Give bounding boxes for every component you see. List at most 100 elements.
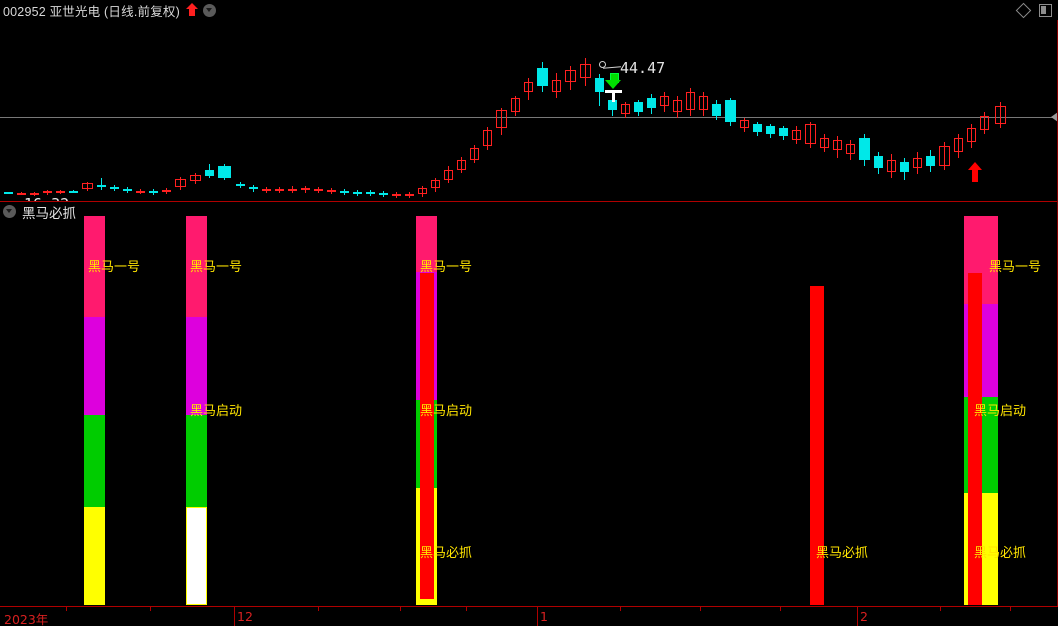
candle-body xyxy=(275,189,284,191)
annotation-tee-marker xyxy=(605,90,622,102)
signal-bar-5-red-overlay xyxy=(968,273,982,605)
candle-body xyxy=(673,100,682,112)
x-axis: 2023年 12 1 2 xyxy=(0,606,1058,626)
signal-segment-rose xyxy=(84,216,105,317)
right-border xyxy=(1056,20,1058,606)
buy-up-arrow-icon xyxy=(968,162,982,182)
page-title: 002952 亚世光电 (日线.前复权) xyxy=(3,4,180,19)
candle-body xyxy=(580,64,591,78)
candle-body xyxy=(565,70,576,82)
price-chart-pane[interactable]: 16.32 44.47 预跌榜涨 xyxy=(0,20,1058,202)
candle-body xyxy=(846,144,855,154)
sell-down-arrow-icon xyxy=(605,73,621,89)
x-axis-tick xyxy=(1010,607,1011,611)
x-axis-line xyxy=(0,606,1058,608)
signal-segment-white xyxy=(186,507,207,605)
candle-body xyxy=(218,166,231,178)
candle-wick xyxy=(744,118,745,132)
candle-body xyxy=(967,128,976,142)
candle-body xyxy=(136,191,145,193)
candle-body xyxy=(97,185,106,187)
candle-body xyxy=(483,130,492,146)
signal-label: 黑马一号 xyxy=(420,260,473,275)
candle-wick xyxy=(461,157,462,173)
candle-body xyxy=(405,194,414,196)
candle-body xyxy=(740,120,749,128)
candle-body xyxy=(4,192,13,194)
candle-body xyxy=(470,148,479,160)
candle-body xyxy=(418,188,427,194)
candle-body xyxy=(995,106,1006,124)
candle-wick xyxy=(664,92,665,112)
candle-wick xyxy=(570,66,571,90)
signal-label: 黑马一号 xyxy=(989,260,1042,275)
candle-wick xyxy=(944,142,945,170)
signal-label: 黑马启动 xyxy=(974,404,1027,419)
candle-body xyxy=(301,188,310,190)
price-cursor-marker xyxy=(1051,112,1058,122)
candle-body xyxy=(205,170,214,176)
candle-body xyxy=(524,82,533,92)
signal-label: 黑马必抓 xyxy=(974,546,1027,561)
candle-body xyxy=(82,183,93,189)
candle-body xyxy=(175,179,186,187)
price-gridline xyxy=(0,117,1058,118)
signal-segment-yellow xyxy=(84,507,105,605)
candle-body xyxy=(314,189,323,191)
signal-bar-4-red-overlay xyxy=(810,286,824,605)
candle-body xyxy=(686,92,695,110)
candle-body xyxy=(431,180,440,188)
panel-icon[interactable] xyxy=(1039,3,1052,17)
x-axis-label: 12 xyxy=(237,609,253,624)
x-axis-label: 1 xyxy=(540,609,548,624)
candle-body xyxy=(712,104,721,116)
candle-body xyxy=(660,96,669,106)
chevron-down-icon[interactable] xyxy=(3,205,16,218)
candle-body xyxy=(887,160,896,172)
signal-label: 黑马启动 xyxy=(190,404,243,419)
candle-wick xyxy=(837,136,838,158)
x-axis-separator xyxy=(857,607,858,626)
candle-wick xyxy=(435,178,436,192)
candle-body xyxy=(340,191,349,193)
candle-wick xyxy=(1000,102,1001,128)
titlebar: 002952 亚世光电 (日线.前复权) xyxy=(0,0,1058,20)
diamond-icon[interactable] xyxy=(1015,2,1032,18)
x-axis-tick xyxy=(318,607,319,611)
candle-body xyxy=(288,189,297,191)
candle-wick xyxy=(677,96,678,118)
candle-body xyxy=(537,68,548,86)
candle-body xyxy=(110,187,119,189)
candle-wick xyxy=(448,166,449,183)
indicator-pane[interactable]: 黑马必抓 黑马一号 黑马一号 黑马启动 黑马一号 黑马启动 黑马必抓 黑马必抓 黑马一号 黑马启… xyxy=(0,202,1058,606)
candle-body xyxy=(123,189,132,191)
candle-body xyxy=(954,138,963,152)
candle-body xyxy=(30,193,39,195)
annotation-hook-icon xyxy=(599,61,621,71)
candle-body xyxy=(913,158,922,168)
x-axis-tick xyxy=(940,607,941,611)
pane-divider xyxy=(0,200,1058,202)
candle-wick xyxy=(824,134,825,152)
candle-wick xyxy=(101,178,102,190)
candle-body xyxy=(980,116,989,130)
candle-wick xyxy=(556,73,557,98)
candle-body xyxy=(43,191,52,193)
candle-wick xyxy=(796,126,797,144)
candle-body xyxy=(608,100,617,110)
candle-wick xyxy=(690,88,691,116)
signal-label: 黑马启动 xyxy=(420,404,473,419)
price-label-left: 16.32 xyxy=(24,195,69,202)
signal-label: 黑马一号 xyxy=(190,260,243,275)
candle-body xyxy=(327,190,336,192)
up-arrow-icon xyxy=(185,3,198,17)
candle-body xyxy=(552,80,561,92)
candle-wick xyxy=(528,78,529,100)
chevron-down-icon[interactable] xyxy=(202,3,216,17)
x-axis-tick xyxy=(400,607,401,611)
signal-bar-1 xyxy=(84,202,105,606)
candle-body xyxy=(900,162,909,172)
candle-body xyxy=(621,104,630,114)
candle-body xyxy=(366,192,375,194)
